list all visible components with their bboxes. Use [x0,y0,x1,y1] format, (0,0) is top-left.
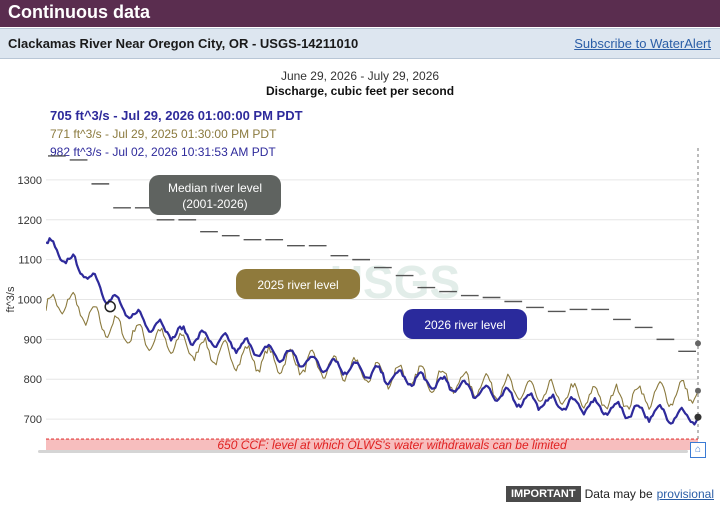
y2025-annotation: 2025 river level [236,269,360,299]
y2026-annotation-bg [403,309,527,339]
discharge-chart[interactable]: June 29, 2026 - July 29, 2026 Discharge,… [0,58,720,450]
readout-1: 705 ft^3/s - Jul 29, 2026 01:00:00 PM PD… [50,108,303,123]
y-tick-label: 1000 [18,295,42,307]
important-badge: IMPORTANT [506,486,581,502]
y-tick-label: 700 [24,414,42,426]
median-endpoint [695,340,701,347]
reset-zoom-home-icon[interactable]: ⌂ [690,442,706,458]
readout-group: 705 ft^3/s - Jul 29, 2026 01:00:00 PM PD… [50,108,303,159]
page-header: Continuous data [0,0,720,27]
site-bar: Clackamas River Near Oregon City, OR - U… [0,28,720,59]
chart-date-range: June 29, 2026 - July 29, 2026 [281,69,439,83]
readout-3: 982 ft^3/s - Jul 02, 2026 10:31:53 AM PD… [50,145,276,159]
provisional-note: Data may be [584,487,653,501]
y-tick-label: 800 [24,374,42,386]
y-axis-label: ft^3/s [5,286,17,312]
y2025-annotation-text: 2025 river level [257,278,338,292]
y2025-annotation-bg [236,269,360,299]
y-tick-label: 900 [24,334,42,346]
y2026-annotation-text: 2026 river level [424,318,505,332]
y-tick-label: 1100 [18,255,42,267]
threshold-band [46,439,698,450]
median-annotation-bg [149,175,281,215]
series-2026-line [46,237,698,426]
provisional-link[interactable]: provisional [656,487,714,501]
threshold-label: 650 CCF: level at which OLWS's water wit… [217,438,567,450]
median-annotation: Median river level (2001-2026) [149,175,281,215]
page-title: Continuous data [8,2,150,22]
site-name: Clackamas River Near Oregon City, OR - U… [8,36,359,51]
y2026-annotation: 2026 river level [403,309,527,339]
chart-title: Discharge, cubic feet per second [266,84,454,98]
series-group [46,155,698,426]
series-2026-endpoint [694,413,702,421]
y-tick-label: 1200 [18,215,42,227]
median-annotation-text: Median river level [168,181,262,195]
time-range-slider[interactable] [38,450,688,453]
hover-point-marker[interactable] [104,300,116,313]
footer: IMPORTANT Data may be provisional [506,486,714,502]
readout-2: 771 ft^3/s - Jul 29, 2025 01:30:00 PM PD… [50,127,277,141]
series-2025-endpoint [695,387,701,394]
subscribe-wateralert-link[interactable]: Subscribe to WaterAlert [574,36,711,51]
y-tick-label: 1300 [18,175,42,187]
median-annotation-text: (2001-2026) [182,197,247,211]
